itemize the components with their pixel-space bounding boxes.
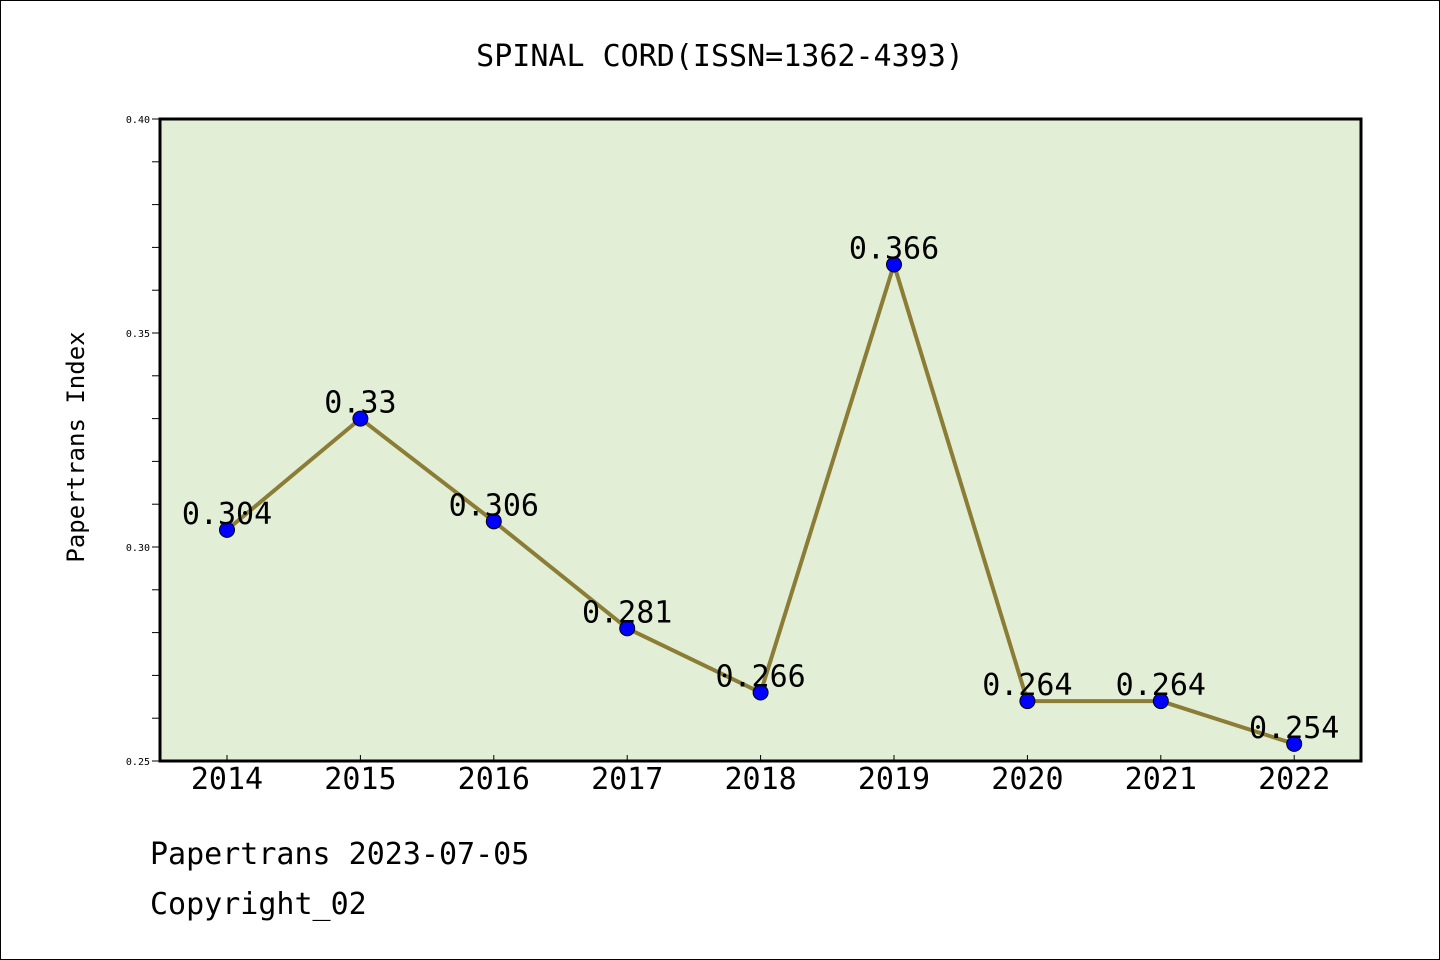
- x-tick-label: 2016: [458, 762, 530, 797]
- plot-area: [158, 117, 1363, 763]
- data-point: [352, 410, 369, 427]
- x-axis: 2014 2015 2016 2017 2018 2019 2020 2021 2022: [191, 755, 1330, 797]
- x-tick-label: 2017: [591, 762, 663, 797]
- y-tick-label: 0.35: [126, 329, 150, 340]
- data-label: 0.254: [1249, 711, 1339, 746]
- footer-source: Papertrans 2023-07-05: [150, 837, 529, 872]
- data-point: [1152, 693, 1169, 710]
- data-point: [619, 620, 636, 637]
- data-label: 0.264: [982, 668, 1072, 703]
- data-label: 0.33: [324, 386, 396, 421]
- chart-title: SPINAL CORD(ISSN=1362-4393): [476, 39, 964, 74]
- y-axis: 0.25 0.30 0.35 0.40: [126, 115, 160, 768]
- data-point: [485, 513, 502, 530]
- data-label: 0.264: [1116, 668, 1206, 703]
- data-point: [1286, 735, 1303, 752]
- x-tick-label: 2021: [1125, 762, 1197, 797]
- data-point: [886, 256, 902, 273]
- data-label: 0.266: [715, 660, 805, 695]
- y-axis-label: Papertrans Index: [62, 331, 90, 562]
- y-tick-label: 0.30: [126, 543, 150, 554]
- data-point: [1019, 693, 1036, 710]
- data-label: 0.304: [182, 497, 272, 532]
- y-tick-label: 0.25: [126, 757, 150, 768]
- data-label: 0.281: [582, 595, 672, 630]
- x-tick-label: 2014: [191, 762, 263, 797]
- x-tick-label: 2022: [1258, 762, 1330, 797]
- data-label: 0.306: [449, 488, 539, 523]
- x-tick-label: 2015: [324, 762, 396, 797]
- y-tick-label: 0.40: [126, 115, 150, 126]
- data-point: [752, 684, 769, 701]
- data-point: [219, 521, 235, 538]
- footer-copyright: Copyright_02: [150, 887, 367, 922]
- x-tick-label: 2019: [858, 762, 930, 797]
- data-series: 0.304 0.33 0.306 0.281 0.266 0.366 0.264 0.264 0…: [182, 232, 1339, 752]
- x-tick-label: 2020: [991, 762, 1063, 797]
- data-label: 0.366: [849, 232, 939, 267]
- x-tick-label: 2018: [724, 762, 796, 797]
